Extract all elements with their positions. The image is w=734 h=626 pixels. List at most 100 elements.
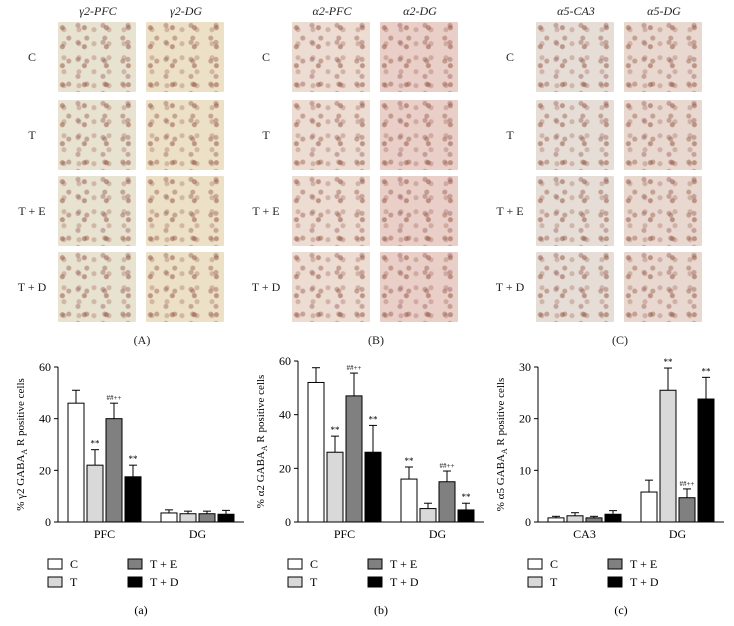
bar	[438, 481, 456, 523]
micrograph-image	[380, 176, 458, 246]
bar	[604, 513, 622, 523]
y-tick-label: 40	[39, 412, 51, 426]
legend-swatch	[47, 558, 63, 570]
bar	[419, 508, 437, 523]
y-tick-label: 0	[45, 515, 51, 529]
significance-marker: **	[462, 492, 472, 502]
chart-panel-label: (b)	[374, 603, 388, 617]
bar	[160, 512, 178, 523]
y-tick-label: 40	[279, 408, 291, 422]
legend-label: C	[70, 557, 78, 571]
micrograph-row-label: T	[28, 128, 36, 142]
legend-swatch	[47, 576, 63, 588]
y-tick-label: 20	[519, 412, 531, 426]
micrograph-image	[58, 22, 136, 92]
significance-marker: ##++	[347, 364, 362, 372]
micrograph-column-title: α5-DG	[647, 4, 681, 18]
micrograph-column-title: γ2-PFC	[79, 4, 117, 18]
chart-panel-label: (c)	[614, 603, 627, 617]
micrograph-row-label: C	[505, 50, 514, 64]
x-tick-label: DG	[429, 527, 447, 541]
chart-panel-label: (a)	[134, 603, 147, 617]
micrograph-image	[292, 176, 370, 246]
legend-label: T + E	[150, 557, 177, 571]
micrograph-row-label: C	[27, 50, 36, 64]
micrograph-panel-label: (A)	[133, 333, 151, 347]
legend-label: T + D	[150, 575, 179, 589]
legend-label: T	[310, 575, 318, 589]
x-tick-label: PFC	[94, 527, 115, 541]
bar	[697, 398, 715, 523]
micrograph-image	[58, 100, 136, 170]
micrograph-image	[536, 22, 614, 92]
bar	[124, 476, 142, 523]
y-axis-label: % α2 GABAA R positive cells	[255, 375, 269, 508]
legend-label: T + E	[630, 557, 657, 571]
x-tick-label: PFC	[334, 527, 355, 541]
legend-label: C	[310, 557, 318, 571]
micrograph-row-label: T + E	[252, 204, 280, 218]
bar	[179, 513, 197, 523]
micrograph-column-title: α5-CA3	[557, 4, 595, 18]
y-tick-label: 10	[519, 463, 531, 477]
legend-swatch	[367, 576, 383, 588]
significance-marker: ##++	[440, 462, 455, 470]
bar	[326, 451, 344, 523]
micrograph-row-label: T + D	[17, 280, 47, 294]
bar	[345, 395, 363, 523]
y-tick-label: 30	[519, 360, 531, 374]
x-tick-label: CA3	[573, 527, 596, 541]
bar	[640, 491, 658, 523]
bar	[105, 418, 123, 523]
legend-label: C	[550, 557, 558, 571]
micrograph-image	[292, 252, 370, 322]
micrograph-image	[292, 100, 370, 170]
micrograph-image	[536, 176, 614, 246]
legend-label: T	[550, 575, 558, 589]
x-tick-label: DG	[189, 527, 207, 541]
micrograph-row-label: T	[262, 128, 270, 142]
micrograph-row-label: T + E	[18, 204, 46, 218]
micrograph-image	[536, 100, 614, 170]
y-axis-label: % γ2 GABAA R positive cells	[15, 378, 29, 511]
y-tick-label: 60	[279, 354, 291, 368]
legend-swatch	[287, 576, 303, 588]
legend-swatch	[127, 558, 143, 570]
micrograph-image	[146, 100, 224, 170]
bar	[678, 497, 696, 523]
micrograph-image	[292, 22, 370, 92]
y-tick-label: 60	[39, 360, 51, 374]
bar	[217, 513, 235, 523]
bar	[307, 381, 325, 523]
legend-label: T + D	[630, 575, 659, 589]
significance-marker: **	[405, 456, 415, 466]
micrograph-column-title: γ2-DG	[169, 4, 203, 18]
micrograph-image	[624, 22, 702, 92]
bar	[364, 451, 382, 523]
micrograph-image	[146, 252, 224, 322]
micrograph-column-title: α2-PFC	[312, 4, 352, 18]
legend-swatch	[607, 576, 623, 588]
bar	[400, 478, 418, 523]
significance-marker: **	[91, 439, 101, 449]
legend-swatch	[527, 558, 543, 570]
micrograph-row-label: C	[261, 50, 270, 64]
legend-swatch	[527, 576, 543, 588]
y-axis-label: % α5 GABAA R positive cells	[495, 378, 509, 511]
legend-label: T	[70, 575, 78, 589]
micrograph-panel-label: (B)	[368, 333, 384, 347]
legend-swatch	[127, 576, 143, 588]
significance-marker: **	[331, 425, 341, 435]
micrograph-image	[380, 22, 458, 92]
significance-marker: **	[664, 357, 674, 367]
micrograph-image	[536, 252, 614, 322]
micrograph-image	[624, 252, 702, 322]
micrograph-image	[58, 252, 136, 322]
micrograph-image	[146, 176, 224, 246]
bar	[585, 517, 603, 523]
bar	[566, 515, 584, 523]
y-tick-label: 0	[285, 515, 291, 529]
legend-label: T + D	[390, 575, 419, 589]
significance-marker: **	[702, 366, 712, 376]
